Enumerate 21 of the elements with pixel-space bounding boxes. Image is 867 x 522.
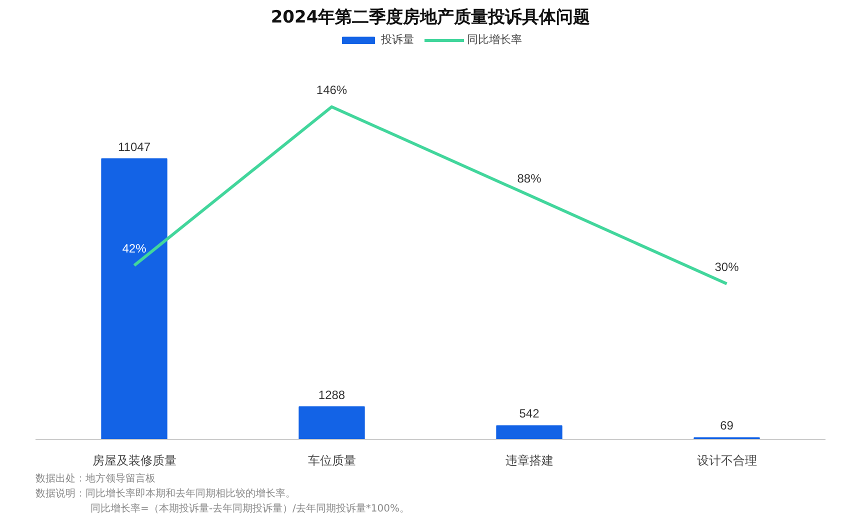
x-tick-label: 车位质量: [308, 454, 356, 468]
data-label: 542: [519, 406, 540, 421]
data-label: 42%: [122, 241, 147, 256]
data-label: 69: [720, 418, 734, 433]
x-tick-label: 设计不合理: [696, 454, 757, 468]
text: 数据出处：地方领导留言板: [36, 472, 156, 484]
x-tick-label: 房屋及装修质量: [92, 454, 176, 468]
legend-label: 同比增长率: [467, 32, 522, 47]
text: 同比增长率=（本期投诉量-去年同期投诉量）/去年同期投诉量*100%。: [90, 502, 410, 514]
data-label: 1288: [318, 388, 346, 402]
chart-title: 2024年第二季度房地产质量投诉具体问题: [270, 8, 590, 28]
legend-label: 投诉量: [381, 32, 414, 47]
data-label: 30%: [714, 260, 740, 274]
data-label: 146%: [316, 82, 348, 97]
text: 数据说明：同比增长率即本期和去年同期相比较的增长率。: [36, 488, 296, 500]
data-label: 88%: [517, 171, 542, 186]
bar: [298, 406, 365, 440]
x-tick-label: 违章搭建: [505, 454, 554, 468]
bar: [101, 158, 168, 440]
bar: [496, 425, 562, 440]
data-label: 11047: [118, 140, 151, 154]
